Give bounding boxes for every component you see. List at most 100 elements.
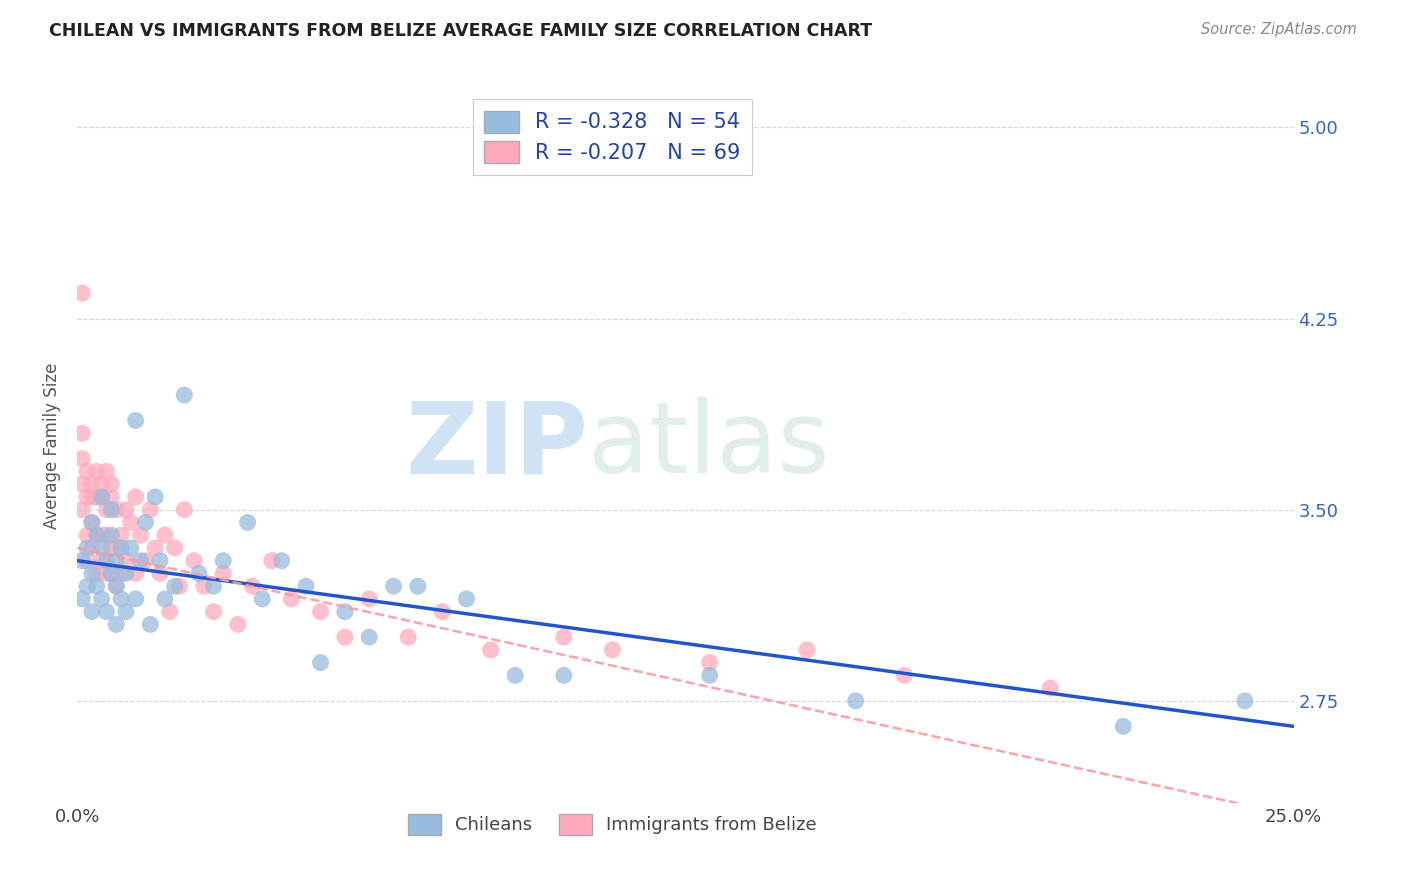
Point — [76, 528, 98, 542]
Point — [173, 388, 195, 402]
Point — [134, 516, 156, 530]
Point — [115, 566, 138, 581]
Point — [333, 630, 356, 644]
Point — [100, 566, 122, 581]
Text: ZIP: ZIP — [405, 398, 588, 494]
Point — [796, 643, 818, 657]
Text: atlas: atlas — [588, 398, 830, 494]
Point — [193, 579, 215, 593]
Point — [129, 528, 152, 542]
Point — [120, 516, 142, 530]
Point — [86, 528, 108, 542]
Point — [333, 605, 356, 619]
Point — [105, 617, 128, 632]
Point — [430, 605, 453, 619]
Point — [90, 541, 112, 555]
Point — [100, 490, 122, 504]
Point — [96, 502, 118, 516]
Point — [105, 579, 128, 593]
Point — [70, 426, 93, 441]
Point — [212, 566, 235, 581]
Point — [70, 477, 93, 491]
Point — [105, 579, 128, 593]
Point — [70, 554, 93, 568]
Point — [260, 554, 283, 568]
Point — [70, 502, 93, 516]
Point — [115, 502, 138, 516]
Point — [115, 605, 138, 619]
Point — [90, 477, 112, 491]
Point — [76, 554, 98, 568]
Point — [80, 490, 103, 504]
Point — [169, 579, 191, 593]
Point — [845, 694, 868, 708]
Point — [90, 490, 112, 504]
Point — [153, 528, 176, 542]
Point — [134, 554, 156, 568]
Point — [80, 566, 103, 581]
Point — [295, 579, 318, 593]
Point — [76, 465, 98, 479]
Point — [100, 541, 122, 555]
Point — [553, 630, 575, 644]
Point — [90, 591, 112, 606]
Point — [86, 528, 108, 542]
Point — [188, 566, 211, 581]
Point — [110, 528, 132, 542]
Point — [80, 605, 103, 619]
Point — [80, 516, 103, 530]
Point — [105, 541, 128, 555]
Point — [100, 566, 122, 581]
Point — [396, 630, 419, 644]
Point — [125, 413, 148, 427]
Point — [139, 502, 162, 516]
Point — [153, 591, 176, 606]
Point — [202, 579, 225, 593]
Point — [143, 490, 166, 504]
Point — [139, 617, 162, 632]
Point — [100, 477, 122, 491]
Point — [242, 579, 264, 593]
Point — [163, 541, 186, 555]
Point — [96, 554, 118, 568]
Point — [70, 451, 93, 466]
Point — [226, 617, 249, 632]
Point — [202, 605, 225, 619]
Point — [70, 286, 93, 301]
Point — [1112, 719, 1135, 733]
Point — [212, 554, 235, 568]
Point — [236, 516, 259, 530]
Point — [125, 591, 148, 606]
Point — [90, 528, 112, 542]
Point — [90, 554, 112, 568]
Point — [382, 579, 405, 593]
Point — [250, 591, 273, 606]
Point — [280, 591, 302, 606]
Point — [479, 643, 502, 657]
Text: CHILEAN VS IMMIGRANTS FROM BELIZE AVERAGE FAMILY SIZE CORRELATION CHART: CHILEAN VS IMMIGRANTS FROM BELIZE AVERAG… — [49, 22, 872, 40]
Point — [100, 502, 122, 516]
Point — [80, 541, 103, 555]
Point — [80, 477, 103, 491]
Point — [90, 490, 112, 504]
Point — [76, 490, 98, 504]
Point — [105, 502, 128, 516]
Point — [110, 591, 132, 606]
Point — [110, 566, 132, 581]
Point — [76, 541, 98, 555]
Point — [86, 465, 108, 479]
Point — [503, 668, 526, 682]
Point — [359, 630, 381, 644]
Point — [359, 591, 381, 606]
Point — [76, 579, 98, 593]
Point — [163, 579, 186, 593]
Point — [699, 668, 721, 682]
Legend: Chileans, Immigrants from Belize: Chileans, Immigrants from Belize — [399, 805, 825, 844]
Text: Source: ZipAtlas.com: Source: ZipAtlas.com — [1201, 22, 1357, 37]
Point — [893, 668, 915, 682]
Point — [1233, 694, 1256, 708]
Point — [105, 554, 128, 568]
Point — [183, 554, 205, 568]
Point — [70, 591, 93, 606]
Point — [309, 656, 332, 670]
